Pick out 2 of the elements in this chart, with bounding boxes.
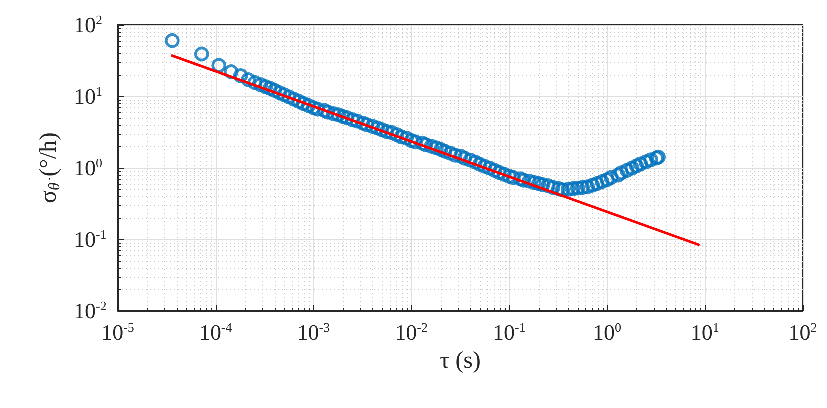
x-axis-title: τ (s): [440, 348, 481, 374]
y-axis-title: σθ̇ (°/h): [36, 132, 64, 204]
